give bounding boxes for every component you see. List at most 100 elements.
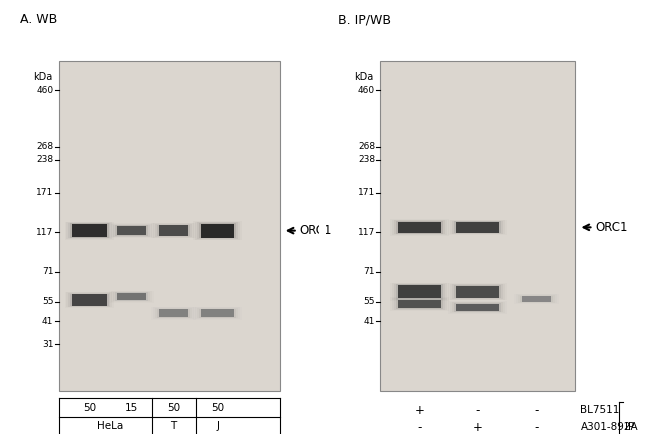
Text: 50: 50 (83, 402, 96, 413)
Text: 117: 117 (358, 228, 375, 237)
Text: kDa: kDa (354, 72, 374, 82)
Bar (394, 220, 445, 234)
Bar (193, 221, 242, 240)
Text: 171: 171 (36, 188, 53, 197)
Bar (157, 309, 190, 318)
Bar (72, 224, 107, 237)
Bar (394, 299, 445, 309)
Bar (517, 295, 554, 303)
Bar (394, 284, 445, 299)
Bar (398, 300, 441, 308)
Bar (454, 303, 501, 312)
Bar (159, 225, 188, 236)
Bar (113, 224, 150, 237)
Text: 268: 268 (36, 142, 53, 151)
Bar (151, 306, 196, 319)
Bar (66, 222, 112, 239)
Bar (390, 283, 448, 301)
Text: +: + (414, 404, 424, 417)
Text: -: - (417, 421, 421, 434)
Bar (151, 223, 196, 238)
Bar (450, 284, 505, 300)
Text: kDa: kDa (32, 72, 52, 82)
Bar (456, 304, 499, 311)
Bar (153, 307, 194, 319)
Text: T: T (170, 421, 177, 431)
Bar (396, 285, 443, 299)
Text: 171: 171 (358, 188, 375, 197)
Bar (117, 293, 146, 300)
Text: 50: 50 (167, 402, 180, 413)
Bar (195, 307, 240, 319)
Bar (195, 222, 240, 240)
Bar (201, 309, 234, 317)
Bar (64, 292, 114, 308)
Bar (115, 293, 148, 301)
Bar (70, 224, 109, 238)
Text: A. WB: A. WB (20, 13, 57, 26)
Bar (396, 221, 443, 233)
Text: 268: 268 (358, 142, 375, 151)
Bar (452, 221, 503, 234)
Bar (454, 221, 501, 233)
Bar (109, 223, 153, 238)
Bar (519, 296, 552, 302)
Text: 55: 55 (363, 297, 375, 306)
Text: IP: IP (625, 422, 634, 433)
Bar (109, 290, 153, 302)
Text: 117: 117 (36, 228, 53, 237)
Text: ORC1: ORC1 (300, 224, 332, 237)
Bar (199, 223, 236, 238)
Bar (70, 293, 109, 306)
Bar (199, 309, 236, 318)
Text: 31: 31 (42, 340, 53, 349)
Bar (448, 301, 507, 314)
Bar (390, 219, 448, 236)
Bar (159, 309, 188, 317)
Text: 41: 41 (363, 317, 375, 326)
Bar (64, 221, 114, 240)
Bar (390, 297, 448, 311)
Bar (450, 220, 505, 234)
Bar (392, 220, 447, 235)
Bar (197, 308, 238, 318)
Bar (111, 224, 151, 237)
Text: -: - (534, 404, 538, 417)
Bar (521, 296, 551, 302)
Bar (514, 294, 558, 304)
Bar (197, 222, 238, 239)
Text: 15: 15 (125, 402, 138, 413)
Bar (452, 284, 503, 299)
Text: 71: 71 (363, 267, 375, 276)
Bar (72, 294, 107, 306)
Bar (452, 302, 503, 312)
Text: J: J (216, 421, 219, 431)
Bar (398, 285, 441, 298)
Bar (157, 225, 190, 237)
Bar (516, 294, 556, 303)
Bar (398, 222, 441, 233)
Text: -: - (534, 421, 538, 434)
Bar (392, 298, 447, 310)
Bar (380, 61, 575, 391)
Bar (201, 224, 234, 237)
Bar (66, 293, 112, 307)
Bar (448, 283, 507, 300)
Text: A301-892A: A301-892A (580, 422, 638, 433)
Bar (448, 220, 507, 235)
Bar (117, 226, 146, 235)
Bar (318, 0, 326, 434)
Bar (456, 222, 499, 233)
Bar (193, 306, 242, 319)
Text: +: + (473, 421, 483, 434)
Bar (58, 61, 280, 391)
Text: 460: 460 (36, 86, 53, 95)
Text: 460: 460 (358, 86, 375, 95)
Text: BL7511: BL7511 (580, 405, 620, 415)
Text: B. IP/WB: B. IP/WB (338, 13, 391, 26)
Text: 238: 238 (358, 155, 375, 164)
Bar (392, 283, 447, 300)
Text: 55: 55 (42, 297, 53, 306)
Text: HeLa: HeLa (98, 421, 124, 431)
Bar (113, 292, 150, 301)
